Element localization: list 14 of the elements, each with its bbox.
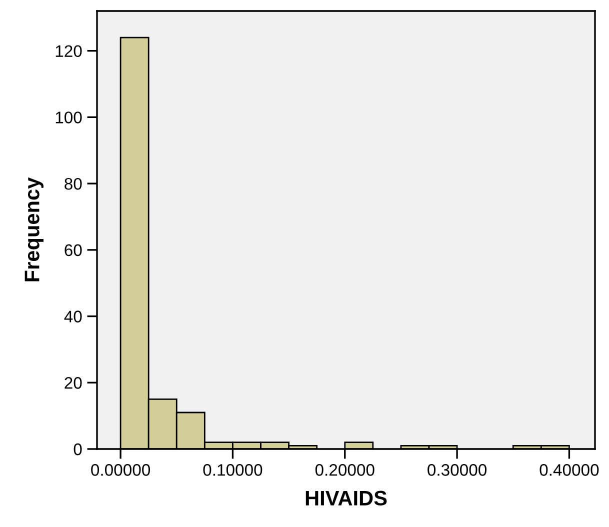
x-tick-label: 0.00000 — [91, 464, 150, 476]
y-tick-label: 0 — [74, 443, 82, 456]
x-tick-label: 0.10000 — [203, 464, 262, 476]
y-tick-label: 120 — [56, 45, 82, 58]
y-tick-label: 20 — [64, 377, 82, 389]
y-axis-title: Frequency — [24, 177, 44, 282]
x-axis-title: HIVAIDS — [306, 490, 387, 506]
y-tick-label: 80 — [64, 178, 82, 190]
x-tick-label: 0.20000 — [315, 464, 374, 476]
y-tick-label: 40 — [64, 310, 82, 322]
y-tick-label: 100 — [56, 112, 82, 124]
y-tick-label: 60 — [64, 244, 82, 256]
x-tick-label: 0.40000 — [540, 464, 599, 476]
x-tick-label: 0.30000 — [428, 464, 487, 476]
